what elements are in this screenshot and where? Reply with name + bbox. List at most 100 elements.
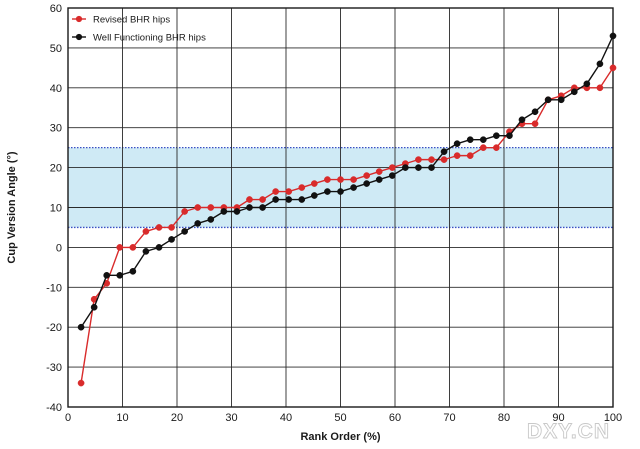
data-point — [428, 156, 435, 163]
data-point — [259, 204, 266, 211]
data-point — [194, 204, 202, 211]
data-point — [350, 184, 357, 191]
data-point — [415, 156, 422, 163]
data-point — [609, 64, 617, 72]
data-point — [337, 176, 344, 183]
data-point — [181, 208, 188, 215]
watermark-text: DXY.CN — [527, 420, 610, 443]
data-point — [259, 196, 266, 203]
legend-label-well-functioning: Well Functioning BHR hips — [93, 33, 206, 44]
data-point — [363, 172, 371, 179]
data-point — [272, 188, 279, 195]
data-point — [479, 144, 487, 151]
series-well-functioning-bhr-hips — [77, 32, 617, 331]
data-point — [375, 168, 383, 175]
data-point — [298, 184, 306, 191]
data-point — [596, 84, 604, 92]
series-layer — [77, 32, 617, 387]
data-point — [298, 196, 306, 203]
data-point — [375, 176, 383, 183]
y-tick-label: 20 — [50, 163, 62, 175]
y-tick-label: 60 — [50, 3, 62, 15]
x-tick-label: 90 — [552, 412, 564, 424]
y-tick-label: 0 — [56, 242, 62, 254]
data-point — [285, 196, 293, 203]
y-tick-label: -30 — [46, 362, 62, 374]
data-point — [388, 172, 396, 179]
data-point — [453, 152, 461, 159]
data-point — [246, 204, 253, 211]
data-point — [103, 271, 111, 279]
data-point — [453, 140, 461, 148]
data-point — [609, 32, 617, 40]
data-point — [181, 228, 188, 235]
data-point — [168, 236, 175, 243]
data-point — [155, 244, 163, 251]
data-point — [77, 379, 85, 387]
data-point — [310, 192, 318, 199]
y-tick-label: 30 — [50, 123, 62, 135]
data-point — [246, 196, 253, 203]
data-point — [557, 96, 565, 104]
plot-frame — [67, 7, 614, 408]
x-axis-title: Rank Order (%) — [300, 431, 380, 443]
data-point — [440, 148, 448, 155]
y-axis-title: Cup Version Angle (°) — [6, 151, 18, 264]
data-point — [531, 108, 539, 116]
data-point — [116, 271, 124, 279]
x-tick-label: 20 — [171, 412, 183, 424]
y-tick-label: 40 — [50, 83, 62, 95]
y-tick-label: -20 — [46, 322, 62, 334]
y-tick-label: -40 — [46, 402, 62, 414]
data-point — [310, 180, 318, 187]
data-point — [506, 132, 513, 140]
x-tick-label: 50 — [334, 412, 346, 424]
data-point — [90, 303, 98, 311]
plot-border — [67, 7, 614, 408]
data-point — [285, 188, 293, 195]
data-point — [220, 208, 228, 215]
data-point — [350, 176, 357, 183]
data-point — [570, 88, 578, 96]
data-point — [129, 244, 137, 251]
data-point — [168, 224, 175, 231]
x-tick-label: 0 — [65, 412, 71, 424]
data-point — [402, 164, 409, 171]
data-point — [493, 132, 500, 140]
data-point — [77, 323, 85, 331]
data-point — [272, 196, 279, 203]
data-point — [142, 248, 150, 255]
data-point — [142, 228, 150, 235]
data-point — [466, 152, 474, 159]
x-tick-label: 40 — [280, 412, 292, 424]
x-tick-label: 80 — [498, 412, 510, 424]
x-tick-label: 10 — [116, 412, 128, 424]
data-point — [337, 188, 344, 195]
data-point — [388, 164, 396, 171]
legend-label-revised: Revised BHR hips — [93, 15, 170, 26]
data-point — [518, 116, 526, 124]
data-point — [129, 267, 137, 275]
data-point — [155, 224, 163, 231]
data-point — [363, 180, 371, 187]
data-point — [544, 96, 552, 104]
x-tick-label: 30 — [225, 412, 237, 424]
legend-swatch-well-functioning-marker — [75, 33, 83, 41]
data-point — [466, 136, 474, 144]
data-point — [233, 208, 241, 215]
x-tick-label: 70 — [443, 412, 455, 424]
data-point — [531, 120, 539, 128]
x-tick-labels: 0 10 20 30 40 50 60 70 80 90 100 — [65, 412, 622, 424]
data-point — [596, 60, 604, 68]
data-point — [428, 164, 435, 171]
data-point — [440, 156, 448, 163]
data-point — [116, 244, 124, 251]
y-tick-label: 10 — [50, 203, 62, 215]
data-point — [583, 80, 591, 88]
data-point — [324, 188, 331, 195]
data-point — [493, 144, 500, 151]
legend-swatch-revised-marker — [75, 15, 83, 23]
x-tick-label: 60 — [389, 412, 401, 424]
grid — [67, 7, 614, 408]
data-point — [415, 164, 422, 171]
